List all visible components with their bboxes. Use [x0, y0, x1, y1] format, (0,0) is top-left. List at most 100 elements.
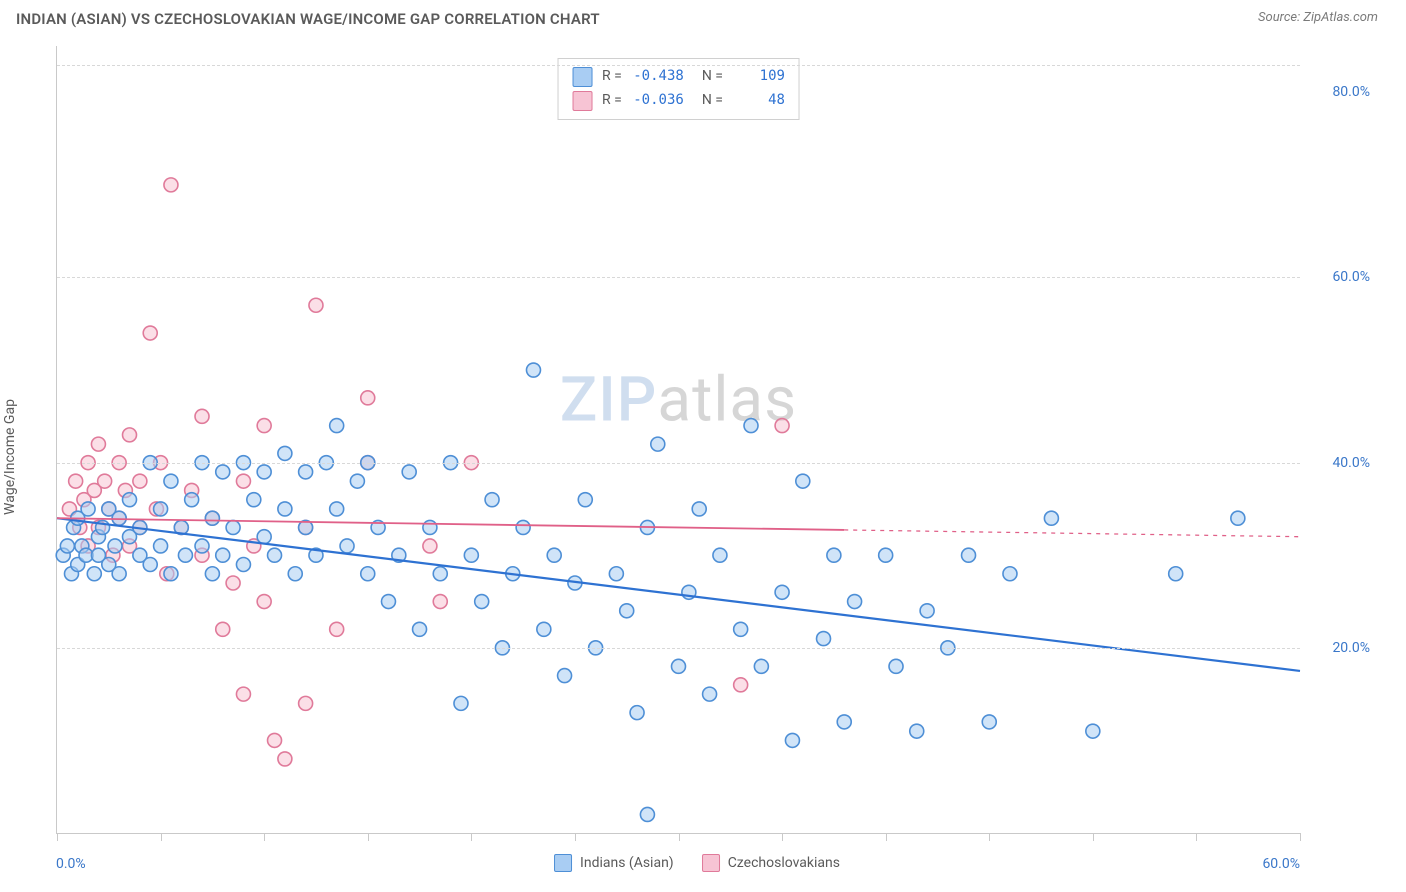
legend-swatch	[572, 67, 592, 87]
x-tick	[679, 833, 680, 841]
data-point	[195, 539, 209, 553]
scatter-svg	[57, 46, 1300, 833]
data-point	[775, 585, 789, 599]
stat-r-value: -0.438	[632, 65, 684, 89]
x-tick	[886, 833, 887, 841]
data-point	[692, 502, 706, 516]
data-point	[288, 567, 302, 581]
stat-r-label: R =	[602, 65, 622, 89]
data-point	[123, 428, 137, 442]
data-point	[330, 419, 344, 433]
data-point	[516, 520, 530, 534]
x-tick	[57, 833, 58, 841]
data-point	[278, 446, 292, 460]
data-point	[205, 511, 219, 525]
data-point	[112, 567, 126, 581]
data-point	[547, 548, 561, 562]
data-point	[578, 493, 592, 507]
data-point	[837, 715, 851, 729]
data-point	[433, 567, 447, 581]
data-point	[962, 548, 976, 562]
x-tick	[989, 833, 990, 841]
y-tick-label: 40.0%	[1310, 455, 1370, 471]
legend-label: Czechoslovakians	[728, 855, 840, 871]
data-point	[143, 557, 157, 571]
data-point	[278, 502, 292, 516]
legend-item: Czechoslovakians	[702, 854, 840, 872]
data-point	[775, 419, 789, 433]
x-tick	[782, 833, 783, 841]
data-point	[526, 363, 540, 377]
x-tick	[368, 833, 369, 841]
data-point	[236, 474, 250, 488]
data-point	[195, 409, 209, 423]
data-point	[108, 539, 122, 553]
y-tick-label: 20.0%	[1310, 640, 1370, 656]
data-point	[630, 706, 644, 720]
data-point	[879, 548, 893, 562]
data-point	[236, 687, 250, 701]
data-point	[381, 595, 395, 609]
data-point	[1003, 567, 1017, 581]
data-point	[982, 715, 996, 729]
data-point	[257, 465, 271, 479]
data-point	[154, 539, 168, 553]
data-point	[133, 474, 147, 488]
data-point	[1169, 567, 1183, 581]
x-axis-max-label: 60.0%	[1262, 856, 1300, 872]
gridline	[57, 65, 1300, 66]
data-point	[920, 604, 934, 618]
data-point	[268, 548, 282, 562]
legend-swatch	[554, 854, 572, 872]
data-point	[299, 696, 313, 710]
gridline	[57, 277, 1300, 278]
data-point	[69, 474, 83, 488]
data-point	[330, 622, 344, 636]
x-tick	[1196, 833, 1197, 841]
stat-r-value: -0.036	[632, 89, 684, 113]
data-point	[164, 567, 178, 581]
data-point	[185, 493, 199, 507]
data-point	[309, 298, 323, 312]
trend-line-dashed	[844, 530, 1300, 537]
data-point	[827, 548, 841, 562]
x-axis-min-label: 0.0%	[56, 856, 86, 872]
y-axis-label: Wage/Income Gap	[2, 399, 18, 515]
data-point	[268, 733, 282, 747]
data-point	[713, 548, 727, 562]
data-point	[651, 437, 665, 451]
data-point	[226, 576, 240, 590]
x-tick	[264, 833, 265, 841]
data-point	[537, 622, 551, 636]
x-tick	[161, 833, 162, 841]
gridline	[57, 463, 1300, 464]
data-point	[402, 465, 416, 479]
data-point	[640, 807, 654, 821]
data-point	[433, 595, 447, 609]
data-point	[1231, 511, 1245, 525]
data-point	[178, 548, 192, 562]
data-point	[475, 595, 489, 609]
data-point	[257, 595, 271, 609]
data-point	[164, 178, 178, 192]
data-point	[734, 678, 748, 692]
data-point	[299, 465, 313, 479]
data-point	[257, 419, 271, 433]
x-tick	[575, 833, 576, 841]
data-point	[672, 659, 686, 673]
legend-swatch	[702, 854, 720, 872]
plot-area: ZIPatlas R =-0.438N =109R =-0.036N =48 2…	[56, 46, 1300, 834]
y-tick-label: 60.0%	[1310, 269, 1370, 285]
data-point	[734, 622, 748, 636]
data-point	[236, 557, 250, 571]
chart-title: INDIAN (ASIAN) VS CZECHOSLOVAKIAN WAGE/I…	[16, 10, 600, 28]
data-point	[164, 474, 178, 488]
bottom-legend: Indians (Asian)Czechoslovakians	[554, 854, 840, 872]
data-point	[361, 567, 375, 581]
data-point	[413, 622, 427, 636]
data-point	[81, 502, 95, 516]
data-point	[330, 502, 344, 516]
data-point	[205, 567, 219, 581]
data-point	[817, 632, 831, 646]
stats-legend-box: R =-0.438N =109R =-0.036N =48	[557, 58, 800, 120]
